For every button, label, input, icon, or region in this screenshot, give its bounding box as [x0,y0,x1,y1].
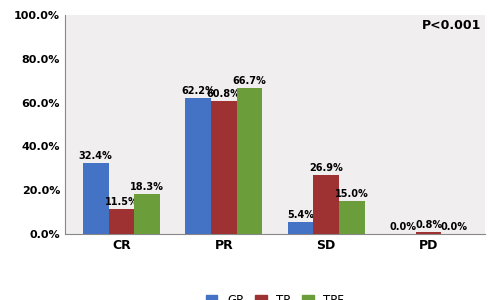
Text: P<0.001: P<0.001 [422,20,481,32]
Bar [236,88,262,234]
Legend: GP, TP, TPF: GP, TP, TPF [201,289,349,300]
Bar [83,163,108,234]
Text: 18.3%: 18.3% [130,182,164,192]
Bar [416,232,442,234]
Text: 0.0%: 0.0% [441,222,468,232]
Bar [211,101,236,234]
Text: 26.9%: 26.9% [310,163,343,173]
Bar [288,222,314,234]
Bar [134,194,160,234]
Text: 0.8%: 0.8% [415,220,442,230]
Bar [314,175,339,234]
Bar [186,98,211,234]
Text: 11.5%: 11.5% [104,197,138,207]
Text: 60.8%: 60.8% [207,89,240,99]
Text: 15.0%: 15.0% [335,189,368,200]
Bar [108,209,134,234]
Text: 0.0%: 0.0% [390,222,416,232]
Bar [339,201,364,234]
Text: 5.4%: 5.4% [287,210,314,220]
Text: 66.7%: 66.7% [232,76,266,86]
Text: 62.2%: 62.2% [182,86,215,96]
Text: 32.4%: 32.4% [79,151,112,161]
